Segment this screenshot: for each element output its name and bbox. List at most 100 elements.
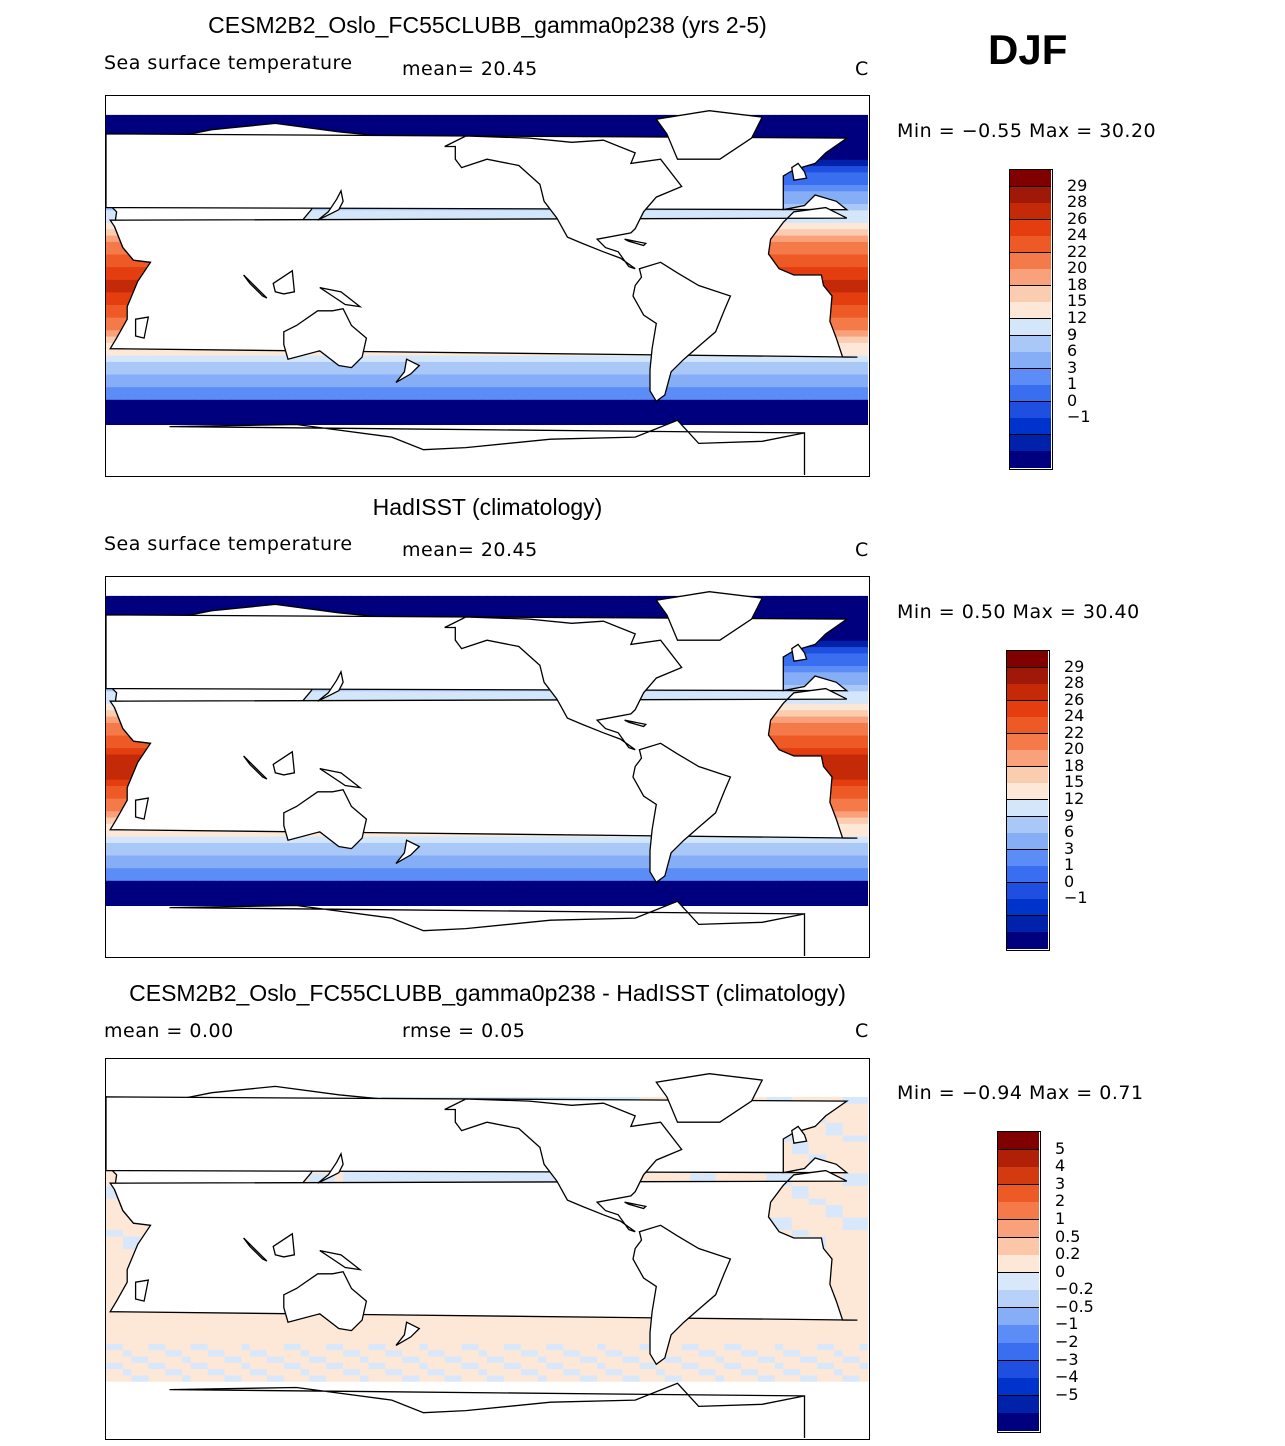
- colorbar-segment: [1010, 186, 1051, 204]
- colorbar-tick-label: 0: [1055, 1261, 1066, 1281]
- panel-1-map-svg: [106, 110, 868, 475]
- colorbar-segment: [998, 1272, 1039, 1291]
- land-newguinea: [319, 767, 363, 789]
- colorbar-tick-label: 12: [1067, 308, 1088, 327]
- colorbar-tick-label: 28: [1067, 192, 1088, 212]
- coastlines: [106, 110, 858, 475]
- panel-1-units: C: [855, 58, 869, 80]
- colorbar-segment: [998, 1132, 1039, 1151]
- panel-3-units: C: [855, 1020, 869, 1042]
- panel-1-map: [105, 95, 870, 477]
- colorbar-tick-label: −4: [1055, 1367, 1079, 1387]
- panel-2-map: [105, 576, 870, 958]
- colorbar-segment: [1007, 733, 1048, 751]
- colorbar-tick-label: 6: [1067, 341, 1078, 361]
- colorbar-frame: [1006, 650, 1050, 951]
- land-greenland: [655, 110, 764, 160]
- panel-1-title: CESM2B2_Oslo_FC55CLUBB_gamma0p238 (yrs 2…: [208, 12, 767, 38]
- colorbar-segment: [1007, 717, 1048, 735]
- land-madagascar: [134, 797, 150, 820]
- land-uk: [791, 162, 808, 181]
- panel-3-title: CESM2B2_Oslo_FC55CLUBB_gamma0p238 - HadI…: [129, 980, 846, 1006]
- land-australia: [283, 307, 368, 369]
- colorbar-tick-label: 28: [1064, 673, 1085, 693]
- land-namerica: [444, 1098, 683, 1233]
- land-antarctica: [169, 1382, 806, 1438]
- colorbar-segment: [1007, 816, 1048, 834]
- colorbar-segment: [998, 1184, 1039, 1203]
- land-cuba: [624, 719, 648, 728]
- land-indonesia1: [243, 274, 268, 299]
- land-namerica: [444, 616, 683, 751]
- colorbar-segment: [1010, 319, 1051, 337]
- land-indonesia2: [272, 750, 296, 776]
- land-africa: [108, 687, 858, 839]
- colorbar-segment: [998, 1219, 1039, 1239]
- colorbar-tick-label: 9: [1067, 324, 1078, 344]
- panel-2-minmax: Min = 0.50 Max = 30.40: [897, 601, 1140, 623]
- land-uk: [791, 1125, 808, 1144]
- colorbar-tick-label: 15: [1067, 291, 1088, 311]
- land-newguinea: [319, 286, 363, 308]
- land-australia: [283, 1270, 368, 1332]
- panel-2-units: C: [855, 539, 869, 561]
- land-japan: [317, 669, 344, 702]
- panel-2-mean-label: mean= 20.45: [402, 539, 538, 561]
- panel-3-mean-label: mean = 0.00: [104, 1020, 234, 1042]
- land-greenland: [655, 1073, 764, 1123]
- colorbar-tick-label: −0.5: [1055, 1296, 1094, 1316]
- land-antarctica: [169, 900, 806, 956]
- colorbar-segment: [1007, 667, 1048, 685]
- land-africa: [108, 1169, 858, 1321]
- land-indonesia2: [272, 269, 296, 295]
- colorbar-tick-label: −1: [1067, 407, 1091, 427]
- colorbar-tick-label: 5: [1055, 1138, 1066, 1158]
- land-japan: [317, 188, 344, 221]
- colorbar-tick-label: 26: [1067, 208, 1088, 228]
- colorbar-tick-label: 12: [1064, 789, 1085, 808]
- panel-2-variable-label: Sea surface temperature: [104, 533, 353, 555]
- panel-1-colorbar: 29 28 26 24 22 20 18 15 12 9 6 3 1 0 −1: [1009, 169, 1109, 470]
- colorbar-tick-label: 29: [1064, 656, 1085, 676]
- colorbar-tick-label: 0: [1067, 390, 1078, 410]
- land-greenland: [655, 591, 764, 641]
- colorbar-frame: [1009, 169, 1053, 470]
- panel-3-minmax: Min = −0.94 Max = 0.71: [897, 1082, 1144, 1104]
- land-namerica: [444, 135, 683, 270]
- colorbar-segment: [1007, 882, 1048, 900]
- colorbar-tick-label: −2: [1055, 1332, 1079, 1352]
- colorbar-tick-label: −5: [1055, 1384, 1079, 1404]
- colorbar-tick-label: −3: [1055, 1349, 1079, 1369]
- colorbar-segment: [998, 1202, 1039, 1221]
- colorbar-tick-label: 15: [1064, 772, 1085, 792]
- panel-1-mean-label: mean= 20.45: [402, 58, 538, 80]
- colorbar-tick-label: −0.2: [1055, 1279, 1094, 1299]
- land-uk: [791, 643, 808, 662]
- colorbar-segment: [1010, 203, 1051, 221]
- colorbar-segment: [1010, 252, 1051, 270]
- colorbar-tick-label: 0: [1064, 871, 1075, 891]
- colorbar-segment: [1010, 236, 1051, 254]
- colorbar-segment: [1010, 269, 1051, 287]
- colorbar-segment: [1007, 700, 1048, 718]
- season-label: DJF: [988, 26, 1068, 73]
- panel-3-map-svg: [106, 1073, 868, 1438]
- coastlines: [106, 1073, 858, 1438]
- colorbar-segment: [998, 1325, 1039, 1344]
- colorbar-tick-label: 0.5: [1055, 1226, 1081, 1246]
- panel-1-variable-label: Sea surface temperature: [104, 52, 353, 74]
- colorbar-segment: [1007, 750, 1048, 768]
- colorbar-tick-label: −1: [1055, 1314, 1079, 1334]
- colorbar-segment: [998, 1413, 1039, 1432]
- colorbar-segment: [998, 1290, 1039, 1309]
- colorbar-segment: [998, 1378, 1039, 1397]
- panel-3-rmse-label: rmse = 0.05: [402, 1020, 526, 1042]
- land-samerica: [632, 1224, 732, 1366]
- colorbar-segment: [1007, 651, 1048, 669]
- colorbar-tick-label: 0.2: [1055, 1244, 1081, 1264]
- colorbar-segment: [1010, 401, 1051, 419]
- panel-2-map-svg: [106, 591, 868, 956]
- colorbar-tick-label: 18: [1067, 274, 1088, 294]
- land-madagascar: [134, 316, 150, 339]
- colorbar-tick-label: 9: [1064, 805, 1075, 825]
